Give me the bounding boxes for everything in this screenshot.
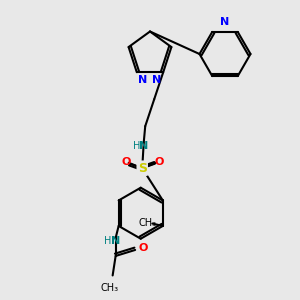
Text: N: N	[152, 75, 162, 85]
Text: S: S	[138, 162, 147, 175]
Text: CH₃: CH₃	[100, 283, 119, 293]
Text: N: N	[111, 236, 120, 246]
Text: H: H	[104, 236, 112, 246]
Text: N: N	[138, 75, 148, 85]
Text: O: O	[121, 157, 130, 167]
Text: N: N	[220, 17, 230, 27]
Text: O: O	[154, 157, 164, 167]
Text: CH₃: CH₃	[139, 218, 157, 228]
Text: N: N	[139, 141, 148, 151]
Text: O: O	[139, 244, 148, 254]
Text: H: H	[133, 141, 140, 151]
